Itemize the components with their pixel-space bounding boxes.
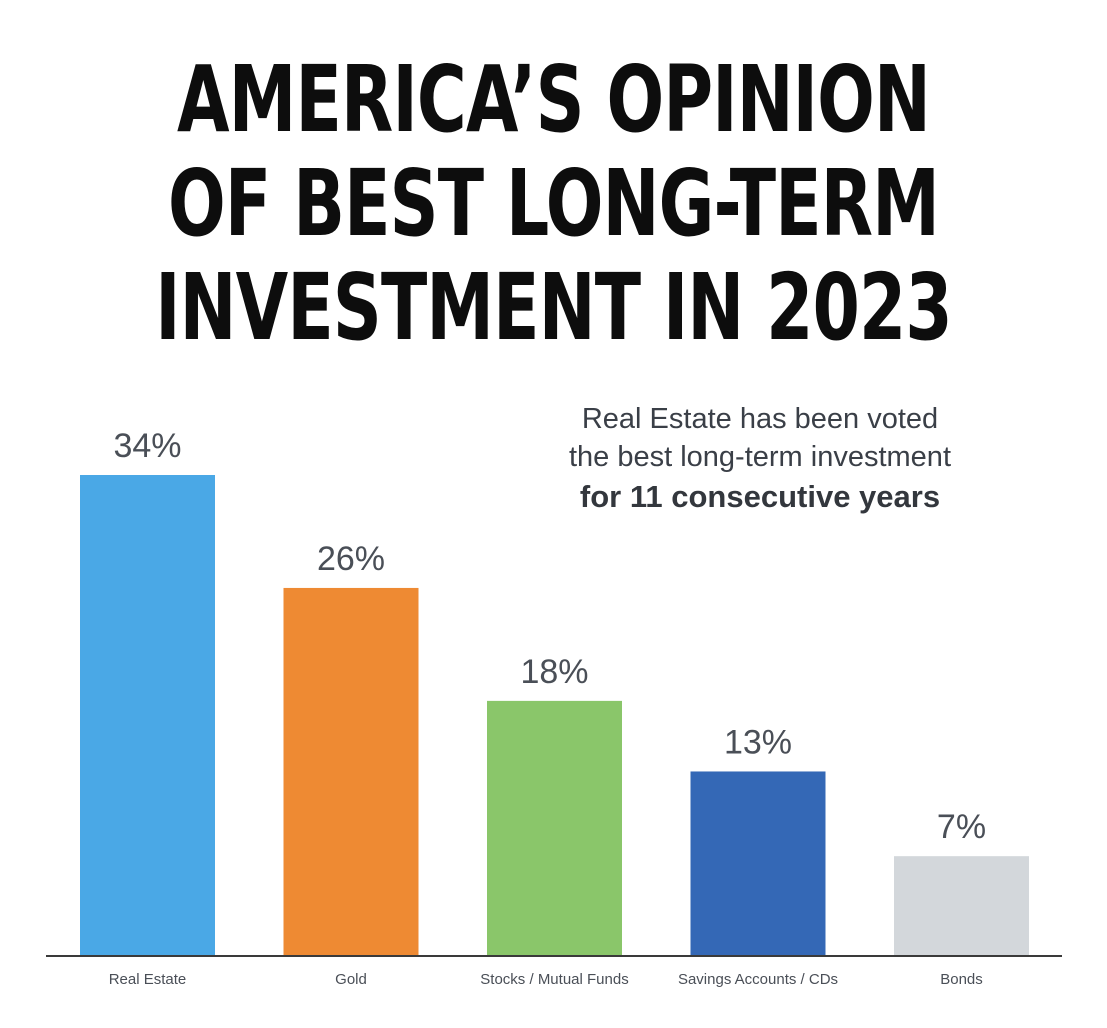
value-label-gold: 26% (317, 540, 385, 578)
bar-gold (283, 587, 419, 955)
value-label-real-estate: 34% (113, 427, 181, 465)
category-label-savings-accounts-cds: Savings Accounts / CDs (678, 971, 838, 988)
value-label-stocks-mutual-funds: 18% (520, 653, 588, 691)
bar-savings-accounts-cds (690, 771, 826, 955)
title-line-3: INVESTMENT IN 2023 (155, 254, 952, 361)
value-label-bonds: 7% (937, 808, 986, 846)
category-label-real-estate: Real Estate (109, 971, 187, 988)
category-label-bonds: Bonds (940, 971, 983, 988)
title-line-2: OF BEST LONG-TERM (168, 150, 940, 257)
value-label-savings-accounts-cds: 13% (724, 723, 792, 761)
bar-real-estate (80, 475, 215, 955)
bar-bonds (894, 856, 1029, 955)
chart-annotation: Real Estate has been voted the best long… (480, 400, 1040, 518)
category-label-gold: Gold (335, 971, 367, 988)
bars-group: 34% Real Estate 26% Gold 18% Stocks / Mutual … (80, 427, 1029, 988)
chart-title: AMERICA’S OPINION OF BEST LONG-TERM INVE… (100, 48, 1008, 360)
annotation-line-3: for 11 consecutive years (579, 479, 941, 514)
title-line-1: AMERICA’S OPINION (177, 46, 931, 153)
annotation-line-2: the best long-term investment (568, 441, 951, 473)
annotation-line-1: Real Estate has been voted (581, 403, 939, 435)
category-label-stocks-mutual-funds: Stocks / Mutual Funds (480, 971, 628, 988)
bar-stocks-mutual-funds (487, 700, 622, 955)
